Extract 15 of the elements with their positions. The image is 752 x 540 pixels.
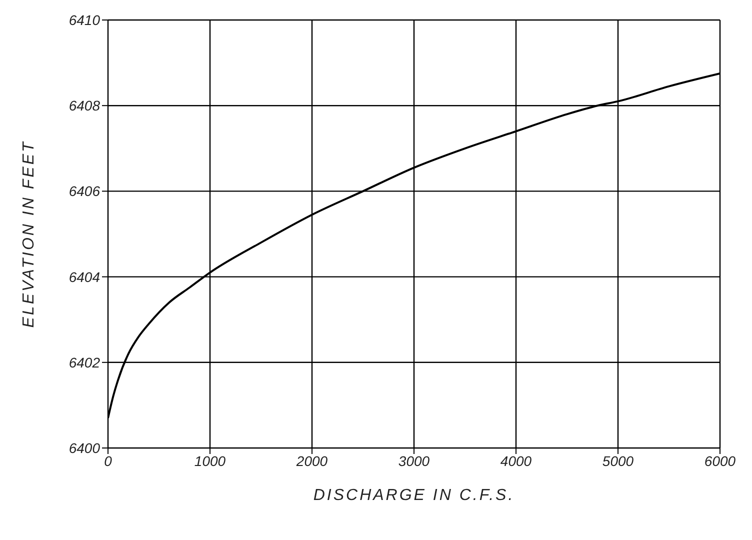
y-tick-label: 6402 [68,354,100,370]
y-tick-label: 6400 [68,440,100,456]
x-axis-title: DISCHARGE IN C.F.S. [313,487,515,504]
y-tick-label: 6406 [68,183,100,200]
x-tick-label: 2000 [295,452,328,469]
x-tick-label: 0 [104,452,112,469]
x-tick-label: 6000 [704,452,736,469]
y-tick-label: 6404 [68,268,100,285]
x-tick-label: 5000 [602,452,634,469]
x-tick-label: 1000 [194,452,226,469]
y-tick-label: 6410 [68,12,100,28]
y-axis-title: ELEVATION IN FEET [20,140,38,328]
x-tick-label: 3000 [398,452,430,469]
x-tick-label: 4000 [500,452,532,469]
y-tick-label: 6408 [68,98,100,114]
